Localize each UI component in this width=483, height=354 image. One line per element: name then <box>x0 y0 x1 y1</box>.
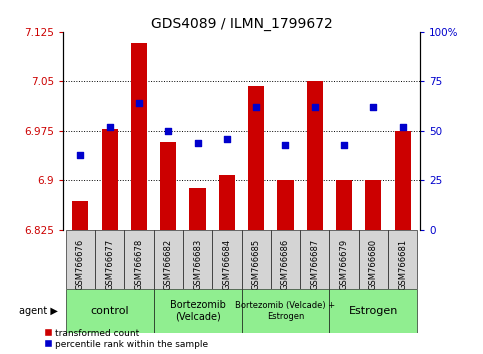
Point <box>106 124 114 130</box>
FancyBboxPatch shape <box>388 230 417 289</box>
Bar <box>336 180 352 230</box>
Text: GSM766687: GSM766687 <box>310 239 319 290</box>
FancyBboxPatch shape <box>154 230 183 289</box>
Bar <box>277 180 294 230</box>
FancyBboxPatch shape <box>329 230 359 289</box>
Point <box>340 142 348 148</box>
Bar <box>189 188 206 230</box>
Point <box>399 124 407 130</box>
Text: GSM766676: GSM766676 <box>76 239 85 290</box>
FancyBboxPatch shape <box>271 230 300 289</box>
Point <box>76 152 84 158</box>
Text: GSM766680: GSM766680 <box>369 239 378 290</box>
FancyBboxPatch shape <box>242 289 329 333</box>
FancyBboxPatch shape <box>154 289 242 333</box>
Bar <box>101 129 118 230</box>
Legend: transformed count, percentile rank within the sample: transformed count, percentile rank withi… <box>43 328 209 349</box>
FancyBboxPatch shape <box>183 230 212 289</box>
Text: GSM766678: GSM766678 <box>134 239 143 290</box>
Bar <box>160 142 176 230</box>
Text: GSM766682: GSM766682 <box>164 239 173 290</box>
FancyBboxPatch shape <box>329 289 417 333</box>
Point <box>164 128 172 134</box>
FancyBboxPatch shape <box>95 230 124 289</box>
Bar <box>248 86 264 230</box>
Bar <box>395 131 411 230</box>
Bar <box>219 175 235 230</box>
Point <box>252 104 260 110</box>
Text: GSM766677: GSM766677 <box>105 239 114 290</box>
Text: Bortezomib (Velcade) +
Estrogen: Bortezomib (Velcade) + Estrogen <box>235 301 336 321</box>
FancyBboxPatch shape <box>124 230 154 289</box>
FancyBboxPatch shape <box>359 230 388 289</box>
Text: GSM766679: GSM766679 <box>340 239 349 290</box>
Text: GSM766685: GSM766685 <box>252 239 261 290</box>
Point <box>369 104 377 110</box>
Text: Estrogen: Estrogen <box>349 306 398 316</box>
Text: GSM766684: GSM766684 <box>222 239 231 290</box>
Text: GSM766681: GSM766681 <box>398 239 407 290</box>
Point <box>282 142 289 148</box>
Point <box>135 100 143 106</box>
Bar <box>365 180 382 230</box>
Point <box>311 104 319 110</box>
FancyBboxPatch shape <box>212 230 242 289</box>
Text: Bortezomib
(Velcade): Bortezomib (Velcade) <box>170 300 226 322</box>
Point <box>194 140 201 145</box>
Text: control: control <box>90 306 129 316</box>
Bar <box>72 201 88 230</box>
Text: agent ▶: agent ▶ <box>19 306 58 316</box>
Title: GDS4089 / ILMN_1799672: GDS4089 / ILMN_1799672 <box>151 17 332 31</box>
Bar <box>307 81 323 230</box>
FancyBboxPatch shape <box>66 289 154 333</box>
FancyBboxPatch shape <box>242 230 271 289</box>
Text: GSM766683: GSM766683 <box>193 239 202 290</box>
Text: GSM766686: GSM766686 <box>281 239 290 290</box>
Point <box>223 136 231 142</box>
FancyBboxPatch shape <box>66 230 95 289</box>
Bar <box>131 43 147 230</box>
FancyBboxPatch shape <box>300 230 329 289</box>
